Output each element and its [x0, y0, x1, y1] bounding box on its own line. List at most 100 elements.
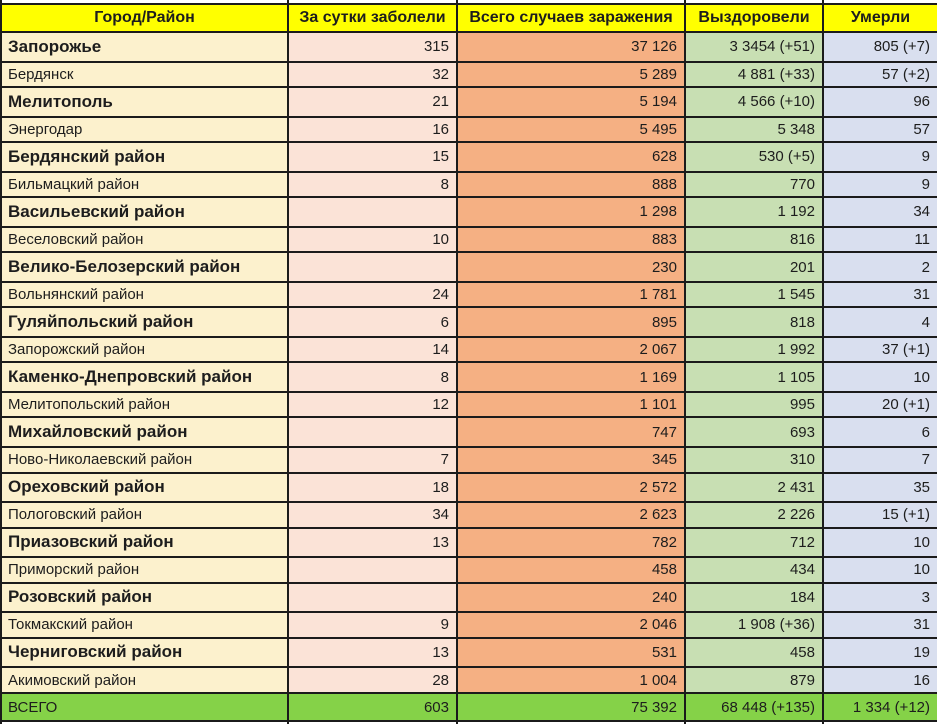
recovered-cell: 2 431 [684, 471, 824, 504]
column-header-recovered: Выздоровели [684, 3, 824, 33]
partial-cell [287, 720, 458, 724]
region-name-cell: Вольнянский район [0, 280, 289, 309]
total-cases-cell: 37 126 [456, 31, 686, 63]
total-cases-cell: 5 495 [456, 115, 686, 144]
daily-cases-cell: 14 [287, 335, 458, 364]
recovered-cell: 816 [684, 225, 824, 254]
table-row: Приморский район 458 434 10 [0, 556, 937, 584]
total-cases-cell: 5 194 [456, 86, 686, 118]
table-row: Запорожский район 14 2 067 1 992 37 (+1) [0, 335, 937, 364]
region-name-cell: Пологовский район [0, 501, 289, 529]
total-cases-cell: 531 [456, 636, 686, 669]
region-name-cell: Запорожский район [0, 335, 289, 364]
daily-cases-cell: 8 [287, 170, 458, 199]
region-name-cell: Запорожье [0, 31, 289, 63]
daily-cases-cell: 24 [287, 280, 458, 309]
died-cell: 10 [822, 361, 937, 393]
region-name-cell: Васильевский район [0, 196, 289, 228]
table-body: Запорожье 315 37 126 3 3454 (+51) 805 (+7) Бе… [0, 31, 937, 694]
died-cell: 3 [822, 581, 937, 614]
column-header-daily: За сутки заболели [287, 3, 458, 33]
recovered-cell: 530 (+5) [684, 141, 824, 173]
died-cell: 20 (+1) [822, 390, 937, 419]
died-cell: 10 [822, 526, 937, 559]
total-cases-cell: 1 169 [456, 361, 686, 393]
total-cases-cell: 895 [456, 306, 686, 338]
died-cell: 7 [822, 446, 937, 474]
died-cell: 57 [822, 115, 937, 144]
total-cases-cell: 628 [456, 141, 686, 173]
table-row: Мелитопольский район 12 1 101 995 20 (+1) [0, 390, 937, 419]
total-cases-cell: 747 [456, 416, 686, 448]
partial-row-top [0, 0, 937, 5]
table-row: Приазовский район 13 782 712 10 [0, 526, 937, 559]
recovered-cell: 770 [684, 170, 824, 199]
recovered-cell: 434 [684, 556, 824, 584]
daily-cases-cell: 6 [287, 306, 458, 338]
table-row: Розовский район 240 184 3 [0, 581, 937, 614]
region-name-cell: Велико-Белозерский район [0, 251, 289, 283]
region-name-cell: Мелитополь [0, 86, 289, 118]
total-cases-cell: 458 [456, 556, 686, 584]
table-row: Энергодар 16 5 495 5 348 57 [0, 115, 937, 144]
died-cell: 37 (+1) [822, 335, 937, 364]
daily-cases-cell: 7 [287, 446, 458, 474]
daily-cases-cell [287, 556, 458, 584]
recovered-cell: 2 226 [684, 501, 824, 529]
recovered-cell: 4 566 (+10) [684, 86, 824, 118]
region-name-cell: Бердянск [0, 60, 289, 89]
recovered-cell: 1 992 [684, 335, 824, 364]
region-name-cell: Мелитопольский район [0, 390, 289, 419]
daily-cases-cell: 13 [287, 636, 458, 669]
region-name-cell: Акимовский район [0, 666, 289, 694]
total-cases-cell: 5 289 [456, 60, 686, 89]
table-row: Велико-Белозерский район 230 201 2 [0, 251, 937, 283]
total-cases-cell: 2 046 [456, 611, 686, 639]
total-cases-cell: 240 [456, 581, 686, 614]
daily-cases-cell: 18 [287, 471, 458, 504]
region-name-cell: Каменко-Днепровский район [0, 361, 289, 393]
region-name-cell: Ореховский район [0, 471, 289, 504]
daily-cases-cell: 34 [287, 501, 458, 529]
table-row: Каменко-Днепровский район 8 1 169 1 105 10 [0, 361, 937, 393]
table-row: Токмакский район 9 2 046 1 908 (+36) 31 [0, 611, 937, 639]
recovered-cell: 1 192 [684, 196, 824, 228]
daily-cases-cell: 28 [287, 666, 458, 694]
total-cases-cell: 1 781 [456, 280, 686, 309]
partial-cell [684, 720, 824, 724]
region-name-cell: Розовский район [0, 581, 289, 614]
recovered-cell: 458 [684, 636, 824, 669]
daily-cases-cell: 16 [287, 115, 458, 144]
died-cell: 6 [822, 416, 937, 448]
total-cases-cell: 888 [456, 170, 686, 199]
table-row: Веселовский район 10 883 816 11 [0, 225, 937, 254]
total-cases-cell: 782 [456, 526, 686, 559]
recovered-cell: 310 [684, 446, 824, 474]
recovered-cell: 1 908 (+36) [684, 611, 824, 639]
region-name-cell: Гуляйпольский район [0, 306, 289, 338]
table-row: Бердянский район 15 628 530 (+5) 9 [0, 141, 937, 173]
table-row: Бильмацкий район 8 888 770 9 [0, 170, 937, 199]
table-row: Акимовский район 28 1 004 879 16 [0, 666, 937, 694]
region-name-cell: Бердянский район [0, 141, 289, 173]
region-name-cell: Михайловский район [0, 416, 289, 448]
table-row: Бердянск 32 5 289 4 881 (+33) 57 (+2) [0, 60, 937, 89]
table-row: Ореховский район 18 2 572 2 431 35 [0, 471, 937, 504]
daily-cases-cell [287, 581, 458, 614]
partial-cell [684, 0, 824, 5]
total-cases-cell: 2 623 [456, 501, 686, 529]
partial-cell [0, 720, 289, 724]
recovered-cell: 995 [684, 390, 824, 419]
partial-cell [287, 0, 458, 5]
daily-cases-cell: 13 [287, 526, 458, 559]
died-cell: 9 [822, 141, 937, 173]
total-died-cell: 1 334 (+12) [822, 692, 937, 722]
recovered-cell: 1 545 [684, 280, 824, 309]
total-cases-cell: 2 572 [456, 471, 686, 504]
region-name-cell: Бильмацкий район [0, 170, 289, 199]
died-cell: 31 [822, 280, 937, 309]
recovered-cell: 3 3454 (+51) [684, 31, 824, 63]
died-cell: 35 [822, 471, 937, 504]
region-name-cell: Ново-Николаевский район [0, 446, 289, 474]
